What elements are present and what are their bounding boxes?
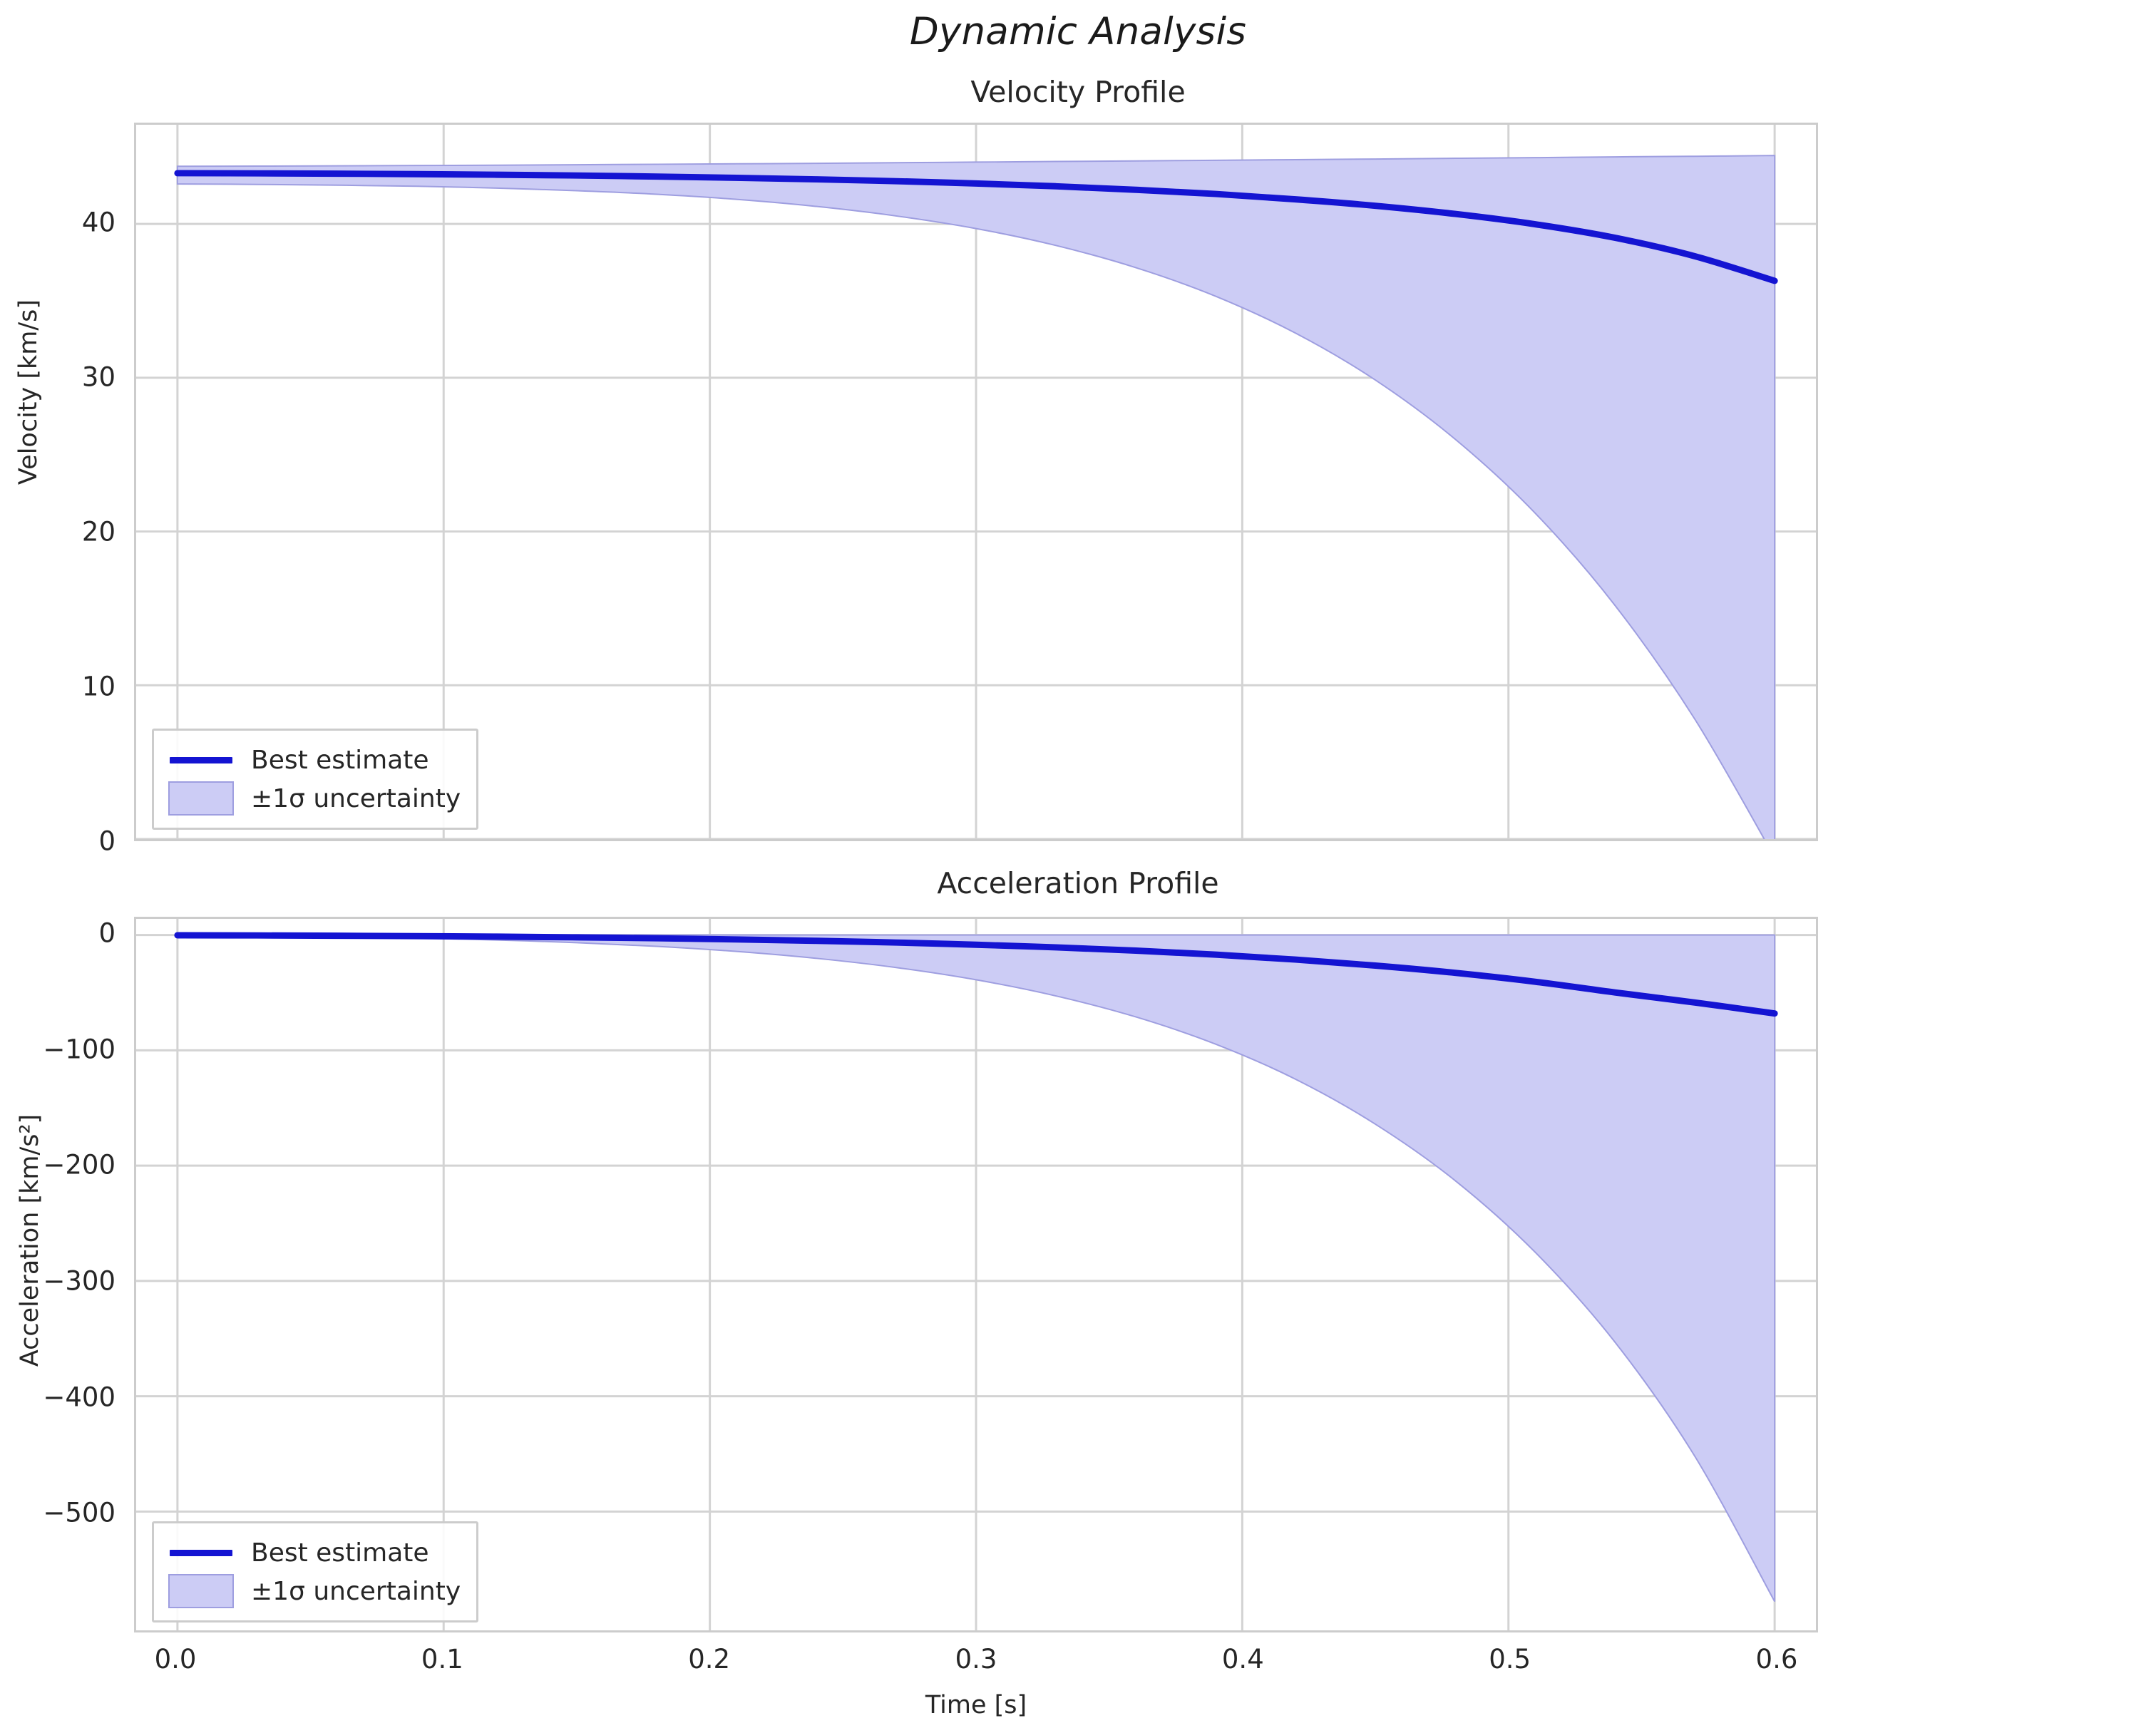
legend-band-swatch [167, 781, 235, 816]
legend-band-swatch [167, 1574, 235, 1608]
velocity-subplot-title: Velocity Profile [970, 75, 1186, 109]
y-tick-label: −300 [43, 1265, 115, 1297]
velocity-uncertainty-band [176, 155, 1776, 839]
y-tick-label: −100 [43, 1034, 115, 1064]
velocity-plot-surface [136, 125, 1816, 839]
x-axis-label: Time [s] [925, 1691, 1027, 1719]
x-tick-label: 0.5 [1489, 1644, 1531, 1675]
x-tick-label: 0.0 [154, 1644, 197, 1675]
y-tick-label: 10 [81, 671, 115, 702]
figure-suptitle: Dynamic Analysis [909, 10, 1247, 53]
legend-band-label: ±1σ uncertainty [251, 783, 461, 813]
legend-row-band: ±1σ uncertainty [167, 1572, 461, 1610]
velocity-axes [134, 123, 1818, 841]
legend-band-label: ±1σ uncertainty [251, 1576, 461, 1606]
y-tick-label: 30 [81, 361, 115, 393]
acceleration-plot-surface [136, 919, 1816, 1630]
x-tick-label: 0.3 [955, 1644, 997, 1675]
legend-row-line: Best estimate [167, 741, 461, 779]
acceleration-axes [134, 917, 1818, 1632]
acceleration-subplot-title: Acceleration Profile [937, 866, 1219, 900]
x-tick-label: 0.2 [688, 1644, 731, 1675]
legend-line-swatch [167, 1549, 235, 1556]
y-tick-label: 0 [98, 917, 115, 949]
acceleration-uncertainty-band [176, 934, 1776, 1603]
velocity-best-estimate-line [174, 170, 1778, 284]
x-tick-label: 0.6 [1755, 1644, 1798, 1675]
legend-row-line: Best estimate [167, 1533, 461, 1572]
y-tick-label: −400 [43, 1382, 115, 1413]
y-tick-label: −200 [43, 1149, 115, 1181]
legend-row-band: ±1σ uncertainty [167, 779, 461, 818]
y-tick-label: 20 [81, 516, 115, 547]
x-tick-label: 0.4 [1221, 1644, 1264, 1675]
y-tick-label: −500 [43, 1497, 115, 1528]
acceleration-best-estimate-line [174, 932, 1778, 1017]
legend-line-label: Best estimate [251, 1538, 429, 1568]
acceleration-legend: Best estimate ±1σ uncertainty [152, 1521, 479, 1622]
x-tick-label: 0.1 [421, 1644, 463, 1675]
velocity-y-axis-label: Velocity [km/s] [14, 299, 43, 485]
legend-line-label: Best estimate [251, 745, 429, 775]
y-tick-label: 40 [81, 207, 115, 238]
legend-line-swatch [167, 756, 235, 763]
y-tick-label: 0 [98, 826, 115, 857]
velocity-legend: Best estimate ±1σ uncertainty [152, 729, 479, 830]
acceleration-y-axis-label: Acceleration [km/s²] [16, 1114, 44, 1367]
